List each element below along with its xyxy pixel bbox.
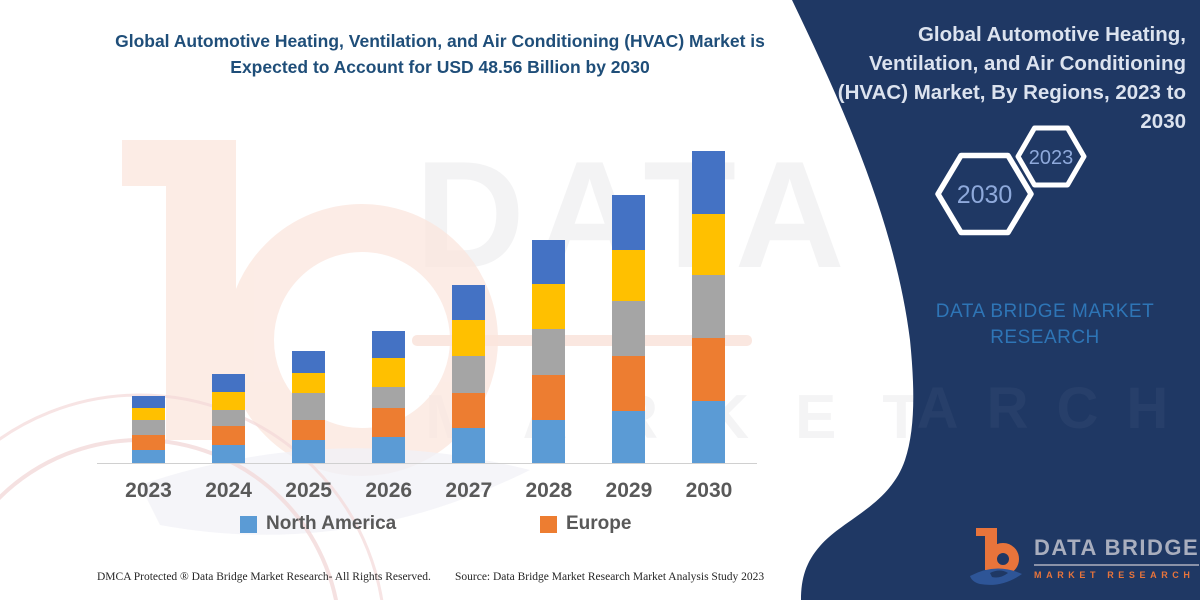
x-axis-label-2025: 2025 [285,479,332,502]
bar-segment [372,437,406,463]
bar-segment [212,445,246,463]
hexagon-2030: 2030 [935,152,1034,236]
watermark-band [412,335,752,346]
panel-title-line2: Ventilation, and Air Conditioning [869,52,1186,76]
bar-2028 [532,240,566,463]
bar-segment [612,195,646,250]
bar-segment [212,426,246,445]
bar-segment [132,435,165,450]
bar-2025 [292,351,326,463]
footer-dmca-text: DMCA Protected ® Data Bridge Market Rese… [97,571,431,583]
x-axis-label-2030: 2030 [685,479,733,502]
bar-segment [612,301,646,356]
bar-segment [292,440,326,463]
bar-segment [532,284,566,329]
bar-segment [452,393,486,428]
bar-segment [372,387,406,408]
bar-segment [692,151,726,214]
dbmr-logo-name: DATA BRIDGE [1034,535,1200,566]
bar-segment [452,428,486,463]
x-axis-label-2023: 2023 [125,479,172,502]
x-axis-label-2028: 2028 [525,479,573,502]
bar-2023 [132,396,165,463]
footer-source-text: Source: Data Bridge Market Research Mark… [455,571,765,583]
bar-2030 [692,151,726,463]
panel-watermark-text: EARCH [850,375,1196,442]
panel-title-line3: (HVAC) Market, By Regions, 2023 to [837,81,1186,105]
dbmr-logo-mark-icon [970,528,1022,585]
bar-segment [372,358,406,387]
legend-item-north-america: North America [240,513,396,535]
bar-segment [612,250,646,301]
legend-swatch-north-america [240,515,257,533]
brand-text: DATA BRIDGE MARKET RESEARCH [935,301,1155,348]
hexagon-2023: 2023 [1015,125,1087,188]
bar-segment [292,373,326,393]
bar-segment [132,450,165,463]
bar-2026 [372,331,406,463]
legend-swatch-europe [540,515,557,533]
bar-2029 [612,195,646,463]
watermark-text-market: MARKET [425,382,966,453]
x-axis-label-2029: 2029 [605,479,653,502]
x-axis-line [97,463,757,464]
bar-segment [692,214,726,275]
bar-segment [612,411,646,463]
panel-title: Global Automotive Heating, Ventilation, … [830,20,1186,136]
bar-2024 [212,374,246,463]
bar-segment [452,356,486,393]
bar-segment [692,275,726,338]
chart-title: Global Automotive Heating, Ventilation, … [115,31,765,78]
bar-segment [292,351,326,373]
bar-segment [132,420,165,435]
panel-title-line4: 2030 [1140,110,1186,134]
bar-segment [212,374,246,392]
bar-2027 [452,285,486,463]
bar-segment [532,240,566,284]
bar-segment [212,410,246,426]
bar-segment [452,285,486,320]
x-axis-label-2027: 2027 [445,479,493,502]
bar-segment [372,408,406,437]
bar-segment [132,396,165,408]
panel-title-line1: Global Automotive Heating, [917,23,1186,46]
bar-segment [532,375,566,420]
bar-segment [532,420,566,463]
bar-segment [612,356,646,411]
bar-segment [132,408,165,420]
bar-segment [292,420,326,440]
bar-segment [212,392,246,410]
hexagon-2023-label: 2023 [1029,147,1074,169]
dbmr-logo: DATA BRIDGE MARKET RESEARCH [968,524,1200,590]
bar-segment [532,329,566,375]
bar-segment [692,401,726,463]
x-axis-label-2026: 2026 [365,479,413,502]
legend-item-europe: Europe [540,513,631,535]
legend-label-europe: Europe [566,513,632,534]
x-axis-label-2024: 2024 [205,479,252,502]
hexagon-badges: 2030 2023 [935,125,1087,236]
bar-segment [292,393,326,420]
hexagon-2030-label: 2030 [957,181,1013,209]
dbmr-logo-subtitle: MARKET RESEARCH [1034,569,1195,580]
bar-segment [372,331,406,358]
legend-label-north-america: North America [266,513,397,534]
bar-segment [452,320,486,356]
bar-segment [692,338,726,401]
